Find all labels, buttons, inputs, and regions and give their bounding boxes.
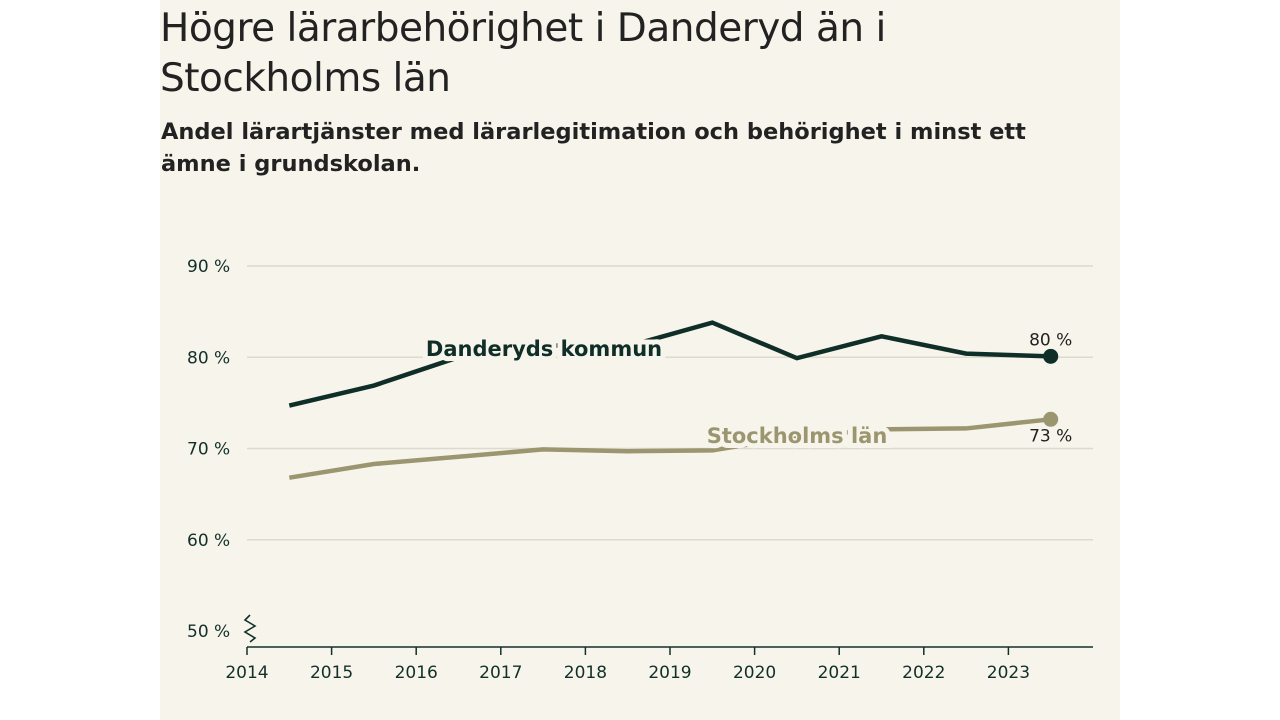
x-tick-label: 2022 [902, 663, 945, 683]
x-tick-label: 2019 [648, 663, 691, 683]
series-line-2 [288, 417, 1051, 480]
y-tick-label: 70 % [187, 440, 230, 460]
y-tick-label: 50 % [187, 622, 230, 642]
series-labels: Danderyds kommun Stockholms län 80 % 73 % [421, 330, 1072, 453]
series-lines [288, 320, 1059, 480]
axis-break-icon [243, 614, 257, 643]
x-tick-label: 2021 [818, 663, 861, 683]
x-tick-label: 2015 [310, 663, 353, 683]
series-label-danderyd: Danderyds kommun [426, 337, 662, 361]
x-tick-label: 2023 [987, 663, 1030, 683]
chart-title: Högre lärarbehörighet i Danderyd än i St… [160, 6, 886, 101]
x-tick-label: 2018 [564, 663, 607, 683]
y-tick-label: 60 % [187, 531, 230, 551]
grid-lines [243, 265, 1093, 643]
series-end-point-1 [1043, 348, 1059, 364]
x-tick-label: 2020 [733, 663, 776, 683]
series-end-point-2 [1043, 411, 1059, 427]
x-tick-label: 2014 [225, 663, 268, 683]
series-label-stockholm: Stockholms län [707, 424, 888, 448]
chart-panel [160, 0, 1120, 720]
y-axis-ticks: 50 % 60 % 70 % 80 % 90 % [187, 257, 230, 642]
x-tick-label: 2016 [395, 663, 438, 683]
end-value-label-danderyd: 80 % [1029, 330, 1072, 350]
series-line-1 [288, 320, 1051, 408]
y-tick-label: 90 % [187, 257, 230, 277]
x-axis: 2014 2015 2016 2017 2018 2019 2020 2021 2022 2023 [225, 646, 1093, 683]
end-value-label-stockholm: 73 % [1029, 426, 1072, 446]
chart-subtitle: Andel lärartjänster med lärarlegitimatio… [161, 119, 1026, 177]
y-tick-label: 80 % [187, 348, 230, 368]
x-tick-label: 2017 [479, 663, 522, 683]
